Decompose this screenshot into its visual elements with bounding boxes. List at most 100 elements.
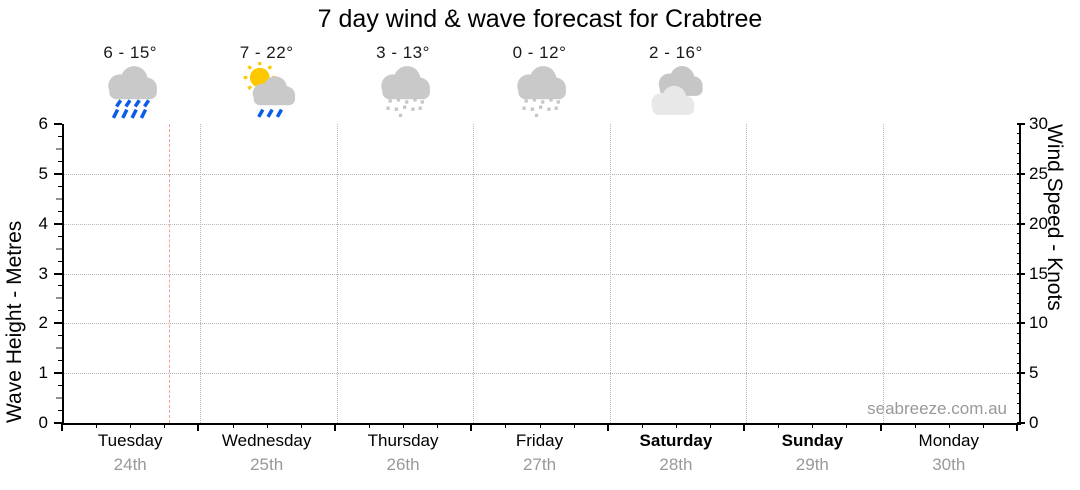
right-axis-minor-tick [1017,352,1021,354]
left-axis-tick [54,372,62,375]
temp-range-label: 2 - 16° [649,43,703,62]
day-date-label: 26th [386,455,420,474]
day-label-cell: Thursday 26th [335,431,471,475]
day-name-label: Thursday [367,431,439,450]
right-axis-minor-tick [1017,163,1021,165]
right-axis-minor-tick [1017,133,1021,135]
day-name-label: Tuesday [97,431,163,450]
right-axis-minor-tick [1017,402,1021,404]
temp-range-label: 6 - 15° [103,43,158,62]
right-axis-minor-tick [1017,253,1021,255]
temp-range-label: 3 - 13° [376,43,430,62]
x-axis-major-tick [333,423,336,431]
now-marker-line [169,124,171,423]
left-axis-tick [54,222,62,225]
left-axis-tick [54,272,62,275]
day-date-label: 27th [522,455,557,474]
left-axis-minor-tick [56,247,62,250]
x-axis-minor-tick [812,423,814,428]
left-axis-minor-tick [58,185,62,187]
left-axis-tick-label: 0 [38,413,48,432]
left-axis-minor-tick [58,335,62,337]
right-axis-minor-tick [1017,233,1021,235]
left-axis-minor-tick [56,197,62,200]
drizzle-icon [517,66,567,118]
left-axis-minor-tick [58,210,62,212]
day-date-label: 28th [659,455,693,474]
right-axis-minor-tick [1017,143,1021,145]
day-boundary-gridline [336,124,338,423]
left-axis-tick-label: 6 [38,114,48,133]
day-label-cell: Tuesday 24th [62,431,198,475]
x-axis-major-tick [470,423,473,431]
day-label-cell: Friday 27th [471,431,607,475]
left-axis-minor-tick [58,260,62,262]
right-axis-minor-tick [1017,153,1021,155]
right-axis-tick [1017,322,1025,325]
horizontal-gridline [64,373,1019,375]
x-axis-minor-tick [130,423,132,428]
left-axis-tick-label: 5 [38,163,48,183]
left-axis-minor-tick [58,160,62,162]
weather-icon-cell [335,62,471,125]
horizontal-gridline [64,173,1019,175]
horizontal-gridline [64,273,1019,275]
left-axis-minor-tick [58,310,62,312]
x-axis-minor-tick [300,423,302,428]
temp-range-label: 7 - 22° [239,43,294,62]
day-label-cell: Monday 30th [881,431,1017,475]
x-axis-minor-tick [778,423,780,428]
x-axis-major-tick [743,423,746,431]
right-axis-minor-tick [1017,213,1021,215]
right-axis-title: Wind Speed - Knots [1043,124,1066,311]
right-axis-minor-tick [1017,292,1021,294]
left-axis-tick-label: 1 [38,363,48,383]
right-axis-minor-tick [1017,412,1021,414]
x-axis-minor-tick [437,423,439,428]
drizzle-icon [381,66,430,118]
day-date-label: 30th [932,455,966,474]
x-axis-major-tick [606,423,609,431]
left-axis-tick-label: 2 [38,313,48,333]
day-name-label: Monday [918,431,980,450]
x-axis-minor-tick [710,423,712,428]
right-axis-tick [1017,222,1025,225]
x-axis-minor-tick [641,423,643,428]
right-axis-minor-tick [1017,183,1021,185]
right-axis-tick-label: 15 [1029,263,1048,283]
right-axis-tick [1017,123,1025,125]
x-axis-major-tick [879,423,882,431]
right-axis-tick-label: 10 [1029,313,1048,333]
watermark: seabreeze.com.au [867,399,1007,418]
day-boundary-gridline [609,124,611,423]
horizontal-gridline [64,323,1019,325]
day-date-label: 29th [795,455,829,474]
right-axis-minor-tick [1017,382,1021,384]
right-axis-tick-label: 20 [1029,213,1048,233]
weather-icon-cell [198,61,334,125]
right-axis-tick-label: 5 [1029,363,1039,383]
day-label-cell: Sunday 29th [744,431,880,475]
left-axis-minor-tick [58,410,62,412]
right-axis-minor-tick [1017,263,1021,265]
x-axis-minor-tick [164,423,166,428]
right-axis-tick [1017,372,1025,375]
right-axis-minor-tick [1017,342,1021,344]
day-date-label: 24th [113,455,147,474]
x-axis-minor-tick [982,423,984,428]
left-axis-minor-tick [56,347,62,350]
x-axis-minor-tick [505,423,507,428]
left-axis-tick [54,172,62,175]
right-axis-tick [1017,272,1025,275]
left-axis-tick-label: 4 [38,213,48,233]
left-axis-minor-tick [56,147,62,150]
plot-area [62,124,1021,425]
left-axis-minor-tick [56,297,62,300]
sun-shower-icon [243,61,295,118]
day-boundary-gridline [882,124,884,423]
left-axis-tick [54,422,62,424]
right-axis-minor-tick [1017,243,1021,245]
left-axis-minor-tick [58,360,62,362]
left-axis-tick-label: 3 [38,263,48,283]
left-axis-tick [54,123,62,125]
